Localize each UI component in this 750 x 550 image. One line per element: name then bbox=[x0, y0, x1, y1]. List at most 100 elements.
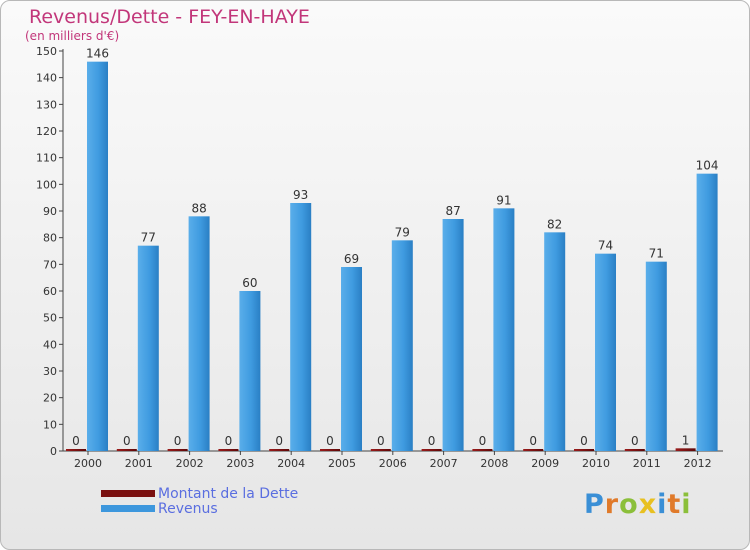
logo-letter: P bbox=[584, 489, 605, 520]
y-tick-label: 20 bbox=[43, 392, 57, 405]
bar-dette bbox=[167, 449, 188, 451]
x-tick-label: 2010 bbox=[582, 457, 610, 470]
bar-dette bbox=[523, 449, 544, 451]
bar-revenus bbox=[645, 261, 667, 451]
data-label-revenus: 74 bbox=[598, 239, 613, 253]
x-tick-label: 2005 bbox=[328, 457, 356, 470]
x-tick-label: 2000 bbox=[74, 457, 102, 470]
chart-title: Revenus/Dette - FEY-EN-HAYE bbox=[29, 6, 310, 28]
data-label-revenus: 82 bbox=[547, 217, 562, 231]
legend-swatch-dette bbox=[101, 490, 155, 497]
x-tick-label: 2002 bbox=[176, 457, 204, 470]
bar-dette bbox=[116, 449, 137, 451]
x-tick-label: 2011 bbox=[633, 457, 661, 470]
x-tick-label: 2004 bbox=[277, 457, 305, 470]
data-label-dette: 0 bbox=[326, 434, 334, 448]
data-label-revenus: 104 bbox=[696, 159, 719, 173]
data-label-revenus: 60 bbox=[242, 276, 257, 290]
legend-label-dette: Montant de la Dette bbox=[158, 485, 299, 502]
data-label-dette: 0 bbox=[631, 434, 639, 448]
bar-revenus bbox=[493, 208, 515, 451]
chart-subtitle: (en milliers d'€) bbox=[25, 29, 120, 43]
y-tick-label: 150 bbox=[36, 45, 57, 58]
x-tick-label: 2007 bbox=[430, 457, 458, 470]
bar-dette bbox=[218, 449, 239, 451]
data-label-dette: 0 bbox=[428, 434, 436, 448]
data-label-revenus: 146 bbox=[86, 47, 109, 61]
legend: Montant de la Dette Revenus bbox=[101, 485, 299, 517]
data-label-dette: 0 bbox=[580, 434, 588, 448]
bar-revenus bbox=[239, 291, 261, 451]
data-label-revenus: 88 bbox=[191, 201, 206, 215]
y-tick-label: 0 bbox=[50, 445, 57, 458]
bar-dette bbox=[472, 449, 493, 451]
bar-dette bbox=[66, 449, 86, 451]
logo-letter: i bbox=[657, 489, 668, 520]
bar-revenus bbox=[87, 61, 108, 452]
bar-revenus bbox=[137, 245, 159, 451]
legend-label-revenus: Revenus bbox=[158, 500, 218, 517]
data-label-dette: 0 bbox=[72, 434, 80, 448]
data-label-revenus: 91 bbox=[496, 193, 511, 207]
logo-letter: t bbox=[667, 489, 682, 520]
bar-revenus bbox=[595, 253, 616, 451]
bar-dette bbox=[421, 449, 442, 451]
bar-dette bbox=[574, 449, 594, 451]
x-tick-label: 2009 bbox=[531, 457, 559, 470]
bar-dette bbox=[675, 448, 696, 451]
data-label-revenus: 87 bbox=[445, 204, 460, 218]
data-label-dette: 0 bbox=[377, 434, 385, 448]
bar-revenus bbox=[341, 267, 362, 451]
logo-letter: r bbox=[604, 489, 620, 520]
y-tick-label: 100 bbox=[36, 178, 57, 191]
bar-revenus bbox=[442, 219, 464, 451]
bar-dette bbox=[370, 449, 391, 451]
y-tick-label: 70 bbox=[43, 258, 57, 271]
y-tick-label: 90 bbox=[43, 205, 57, 218]
bar-revenus bbox=[188, 216, 210, 451]
data-label-dette: 1 bbox=[682, 433, 690, 447]
logo-letter: x bbox=[638, 489, 658, 520]
x-tick-label: 2001 bbox=[125, 457, 153, 470]
bar-revenus bbox=[290, 203, 312, 451]
data-label-dette: 0 bbox=[479, 434, 487, 448]
x-tick-label: 2003 bbox=[226, 457, 254, 470]
y-tick-label: 40 bbox=[43, 338, 57, 351]
x-tick-label: 2006 bbox=[379, 457, 407, 470]
x-tick-label: 2012 bbox=[684, 457, 712, 470]
legend-item-revenus: Revenus bbox=[101, 500, 298, 517]
bar-dette bbox=[320, 449, 340, 451]
proxiti-logo: Proxiti bbox=[584, 489, 692, 520]
data-label-revenus: 79 bbox=[395, 225, 410, 239]
y-tick-label: 110 bbox=[36, 152, 57, 165]
x-tick-label: 2008 bbox=[480, 457, 508, 470]
data-label-dette: 0 bbox=[174, 434, 182, 448]
logo-letter: o bbox=[619, 489, 639, 520]
data-label-dette: 0 bbox=[529, 434, 537, 448]
bar-dette bbox=[269, 449, 290, 451]
data-label-revenus: 69 bbox=[344, 252, 359, 266]
bar-dette bbox=[624, 449, 645, 451]
logo-letter: i bbox=[681, 489, 692, 520]
y-tick-label: 80 bbox=[43, 232, 57, 245]
data-label-dette: 0 bbox=[275, 434, 283, 448]
data-label-revenus: 93 bbox=[293, 188, 308, 202]
y-tick-label: 130 bbox=[36, 98, 57, 111]
legend-item-dette: Montant de la Dette bbox=[101, 485, 299, 502]
bar-revenus bbox=[696, 173, 718, 451]
data-label-dette: 0 bbox=[225, 434, 233, 448]
y-tick-label: 10 bbox=[43, 418, 57, 431]
y-tick-label: 120 bbox=[36, 125, 57, 138]
bar-revenus bbox=[391, 240, 413, 451]
data-label-revenus: 71 bbox=[649, 247, 664, 261]
y-tick-label: 30 bbox=[43, 365, 57, 378]
data-label-revenus: 77 bbox=[141, 231, 156, 245]
y-tick-label: 60 bbox=[43, 285, 57, 298]
y-tick-label: 140 bbox=[36, 72, 57, 85]
data-label-dette: 0 bbox=[123, 434, 131, 448]
legend-swatch-revenus bbox=[101, 505, 155, 512]
bar-revenus bbox=[544, 232, 566, 451]
y-tick-label: 50 bbox=[43, 312, 57, 325]
